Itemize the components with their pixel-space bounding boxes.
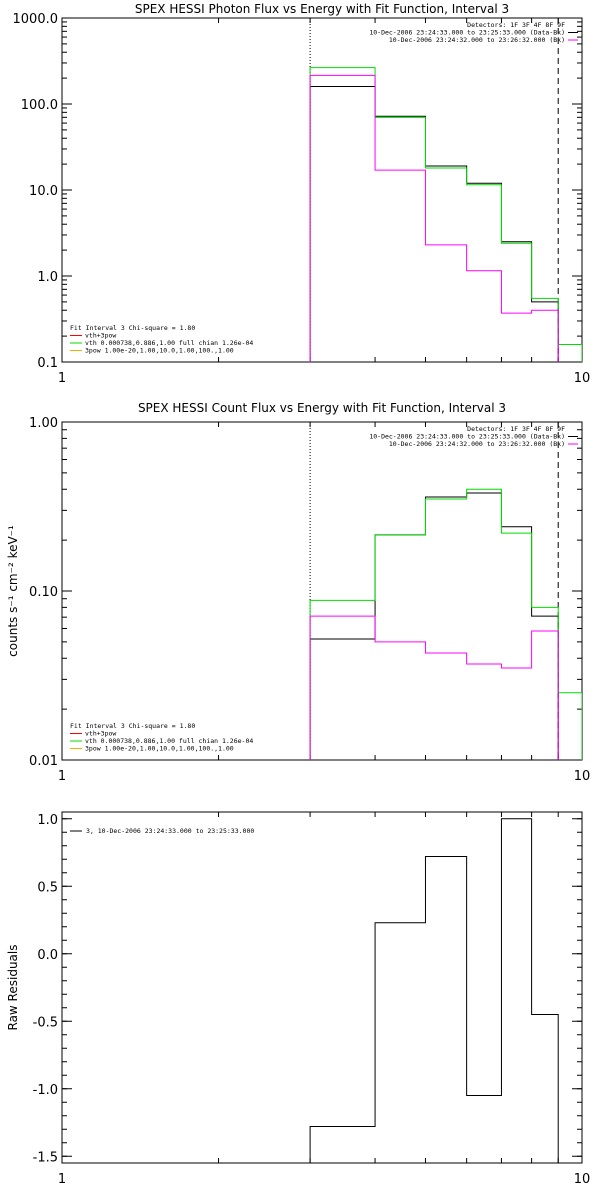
legend-top-line: 10-Dec-2006 23:24:32.000 to 23:26:32.000… xyxy=(389,440,565,448)
y-tick-label: 0.10 xyxy=(29,585,58,600)
chart-panel-2: SPEX HESSI Count Flux vs Energy with Fit… xyxy=(6,401,590,784)
series-2-histogram xyxy=(309,67,582,362)
x-tick-label: 1 xyxy=(58,1172,66,1187)
y-tick-label: -1.5 xyxy=(33,1150,58,1165)
x-tick-label: 10 xyxy=(574,1172,591,1187)
legend-top-line: 3, 10-Dec-2006 23:24:33.000 to 23:25:33.… xyxy=(86,827,254,835)
y-tick-label: 10.0 xyxy=(29,184,58,199)
y-tick-label: -1.0 xyxy=(33,1083,58,1098)
y-tick-label: 0.5 xyxy=(37,880,58,895)
x-tick-label: 10 xyxy=(574,769,591,784)
legend-fit-entry: 3pow 1.00e-20,1.00,10.0,1.00,100.,1.00 xyxy=(85,347,234,355)
legend-fit-entry: 3pow 1.00e-20,1.00,10.0,1.00,100.,1.00 xyxy=(85,745,234,753)
y-tick-label: 0.0 xyxy=(37,948,58,963)
legend-fit-entry: vth 0.000738,0.886,1.00 full chian 1.26e… xyxy=(85,339,253,347)
legend-top-line: 10-Dec-2006 23:24:33.000 to 23:25:33.000… xyxy=(369,433,565,441)
y-axis-label: counts s⁻¹ cm⁻² keV⁻¹ xyxy=(6,525,20,657)
legend-top-line: 10-Dec-2006 23:24:32.000 to 23:26:32.000… xyxy=(389,36,565,44)
x-tick-label: 1 xyxy=(58,769,66,784)
legend-fit-entry: vth 0.000738,0.886,1.00 full chian 1.26e… xyxy=(85,737,253,745)
series-2-histogram xyxy=(309,488,582,760)
chart-title: SPEX HESSI Count Flux vs Energy with Fit… xyxy=(138,401,506,415)
series-1-histogram xyxy=(309,818,559,1163)
legend-fit-entry: vth+3pow xyxy=(85,332,116,340)
chart-panel-3: 1 10 1.0 0.5 0.0 -0.5 -1.0 -1.5 Raw Residuals 3, … xyxy=(6,811,591,1187)
chart-title: SPEX HESSI Photon Flux vs Energy with Fi… xyxy=(135,2,509,16)
y-tick-label: 1.0 xyxy=(37,270,58,285)
legend-top-line: 10-Dec-2006 23:24:33.000 to 23:25:33.000… xyxy=(369,29,565,37)
y-axis-label: Raw Residuals xyxy=(6,945,20,1031)
plot-frame xyxy=(61,17,583,363)
y-tick-label: 100.0 xyxy=(21,98,58,113)
series-1-histogram xyxy=(309,85,559,362)
legend-fit-header: Fit Interval 3 Chi-square = 1.80 xyxy=(70,722,195,730)
legend-fit-entry: vth+3pow xyxy=(85,730,116,738)
x-tick-label: 10 xyxy=(574,371,591,386)
x-tick-label: 1 xyxy=(58,371,66,386)
series-3-histogram xyxy=(309,615,559,760)
legend-top-line: Detectors: 1F 3F 4F 8F 9F xyxy=(467,425,565,433)
y-tick-label: 1.00 xyxy=(29,416,58,431)
chart-panel-1: SPEX HESSI Photon Flux vs Energy with Fi… xyxy=(13,2,591,386)
legend-fit-header: Fit Interval 3 Chi-square = 1.80 xyxy=(70,324,195,332)
y-tick-label: 0.01 xyxy=(29,754,58,769)
y-tick-label: 0.1 xyxy=(37,356,58,371)
plot-frame xyxy=(61,421,583,761)
y-tick-label: -0.5 xyxy=(33,1015,58,1030)
y-tick-label: 1.0 xyxy=(37,813,58,828)
plot-frame xyxy=(61,811,583,1164)
legend-top-line: Detectors: 1F 3F 4F 8F 9F xyxy=(467,21,565,29)
series-3-histogram xyxy=(309,74,559,362)
y-tick-label: 1000.0 xyxy=(13,12,59,27)
